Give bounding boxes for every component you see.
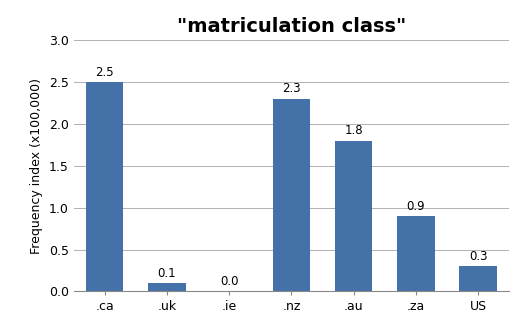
Text: 2.3: 2.3 [282,82,301,95]
Bar [335,141,372,291]
Bar [272,99,310,291]
Text: 0.9: 0.9 [406,200,425,213]
Text: 1.8: 1.8 [344,124,363,137]
Text: 0.3: 0.3 [469,250,487,263]
Bar [397,216,435,291]
Bar [86,82,123,291]
Bar [148,283,185,291]
Y-axis label: Frequency index (x100,000): Frequency index (x100,000) [30,78,43,254]
Text: 0.1: 0.1 [158,267,176,280]
Text: 2.5: 2.5 [96,66,114,79]
Bar [459,266,497,291]
Title: "matriculation class": "matriculation class" [177,17,406,36]
Text: 0.0: 0.0 [220,275,238,288]
